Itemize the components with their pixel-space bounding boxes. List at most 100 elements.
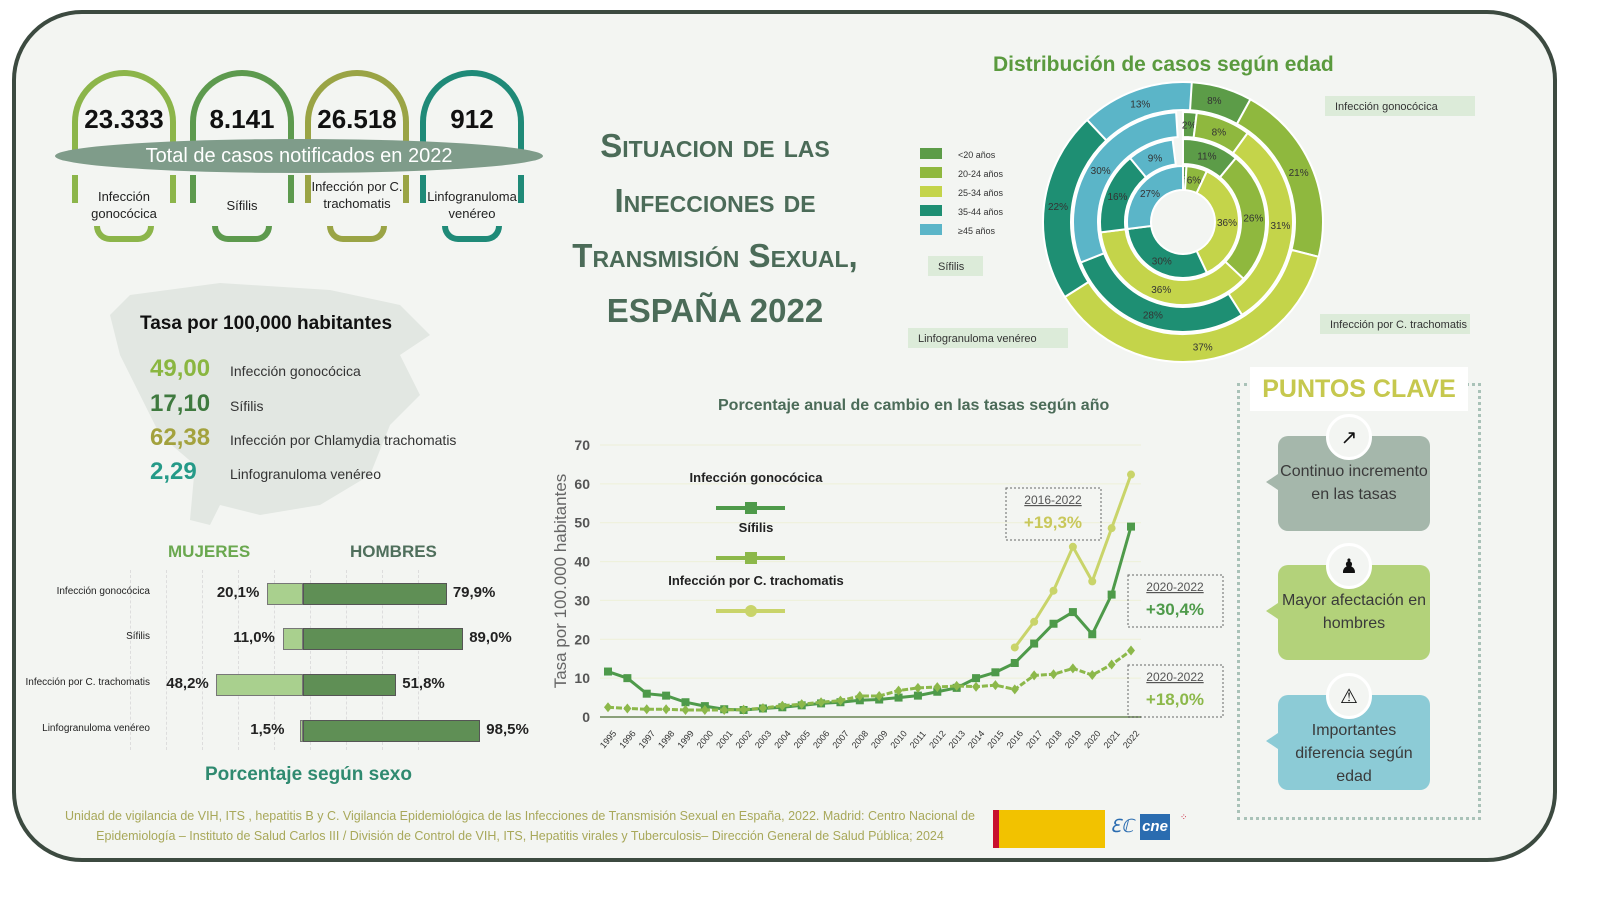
arc-top-decoration <box>305 70 409 160</box>
donut-slice-label: 30% <box>1091 166 1111 177</box>
data-point <box>662 704 671 715</box>
arc-top-decoration <box>190 70 294 160</box>
line-chart-title: Porcentaje anual de cambio en las tasas … <box>718 397 1110 414</box>
donut-slice <box>1128 138 1177 179</box>
annotation-change: +19,3% <box>1024 513 1082 532</box>
data-point <box>952 680 961 691</box>
male-bar <box>303 628 464 650</box>
case-total-label: Linfogranuloma venéreo <box>427 189 517 221</box>
data-point <box>681 698 690 707</box>
x-tick-label: 1998 <box>656 729 677 751</box>
data-point <box>1068 542 1077 551</box>
rate-row: 2,29 Linfogranuloma venéreo <box>150 458 381 486</box>
donut-slice-label: 26% <box>1243 214 1263 225</box>
data-point <box>1068 608 1077 617</box>
key-points-title: PUNTOS CLAVE <box>1250 367 1468 411</box>
x-tick-label: 2013 <box>947 729 968 751</box>
line-legend-marker <box>745 552 757 564</box>
data-point <box>991 668 1000 677</box>
donut-slice-label: 36% <box>1217 218 1237 229</box>
data-point <box>720 705 729 716</box>
y-tick-label: 0 <box>582 709 590 725</box>
spain-map-silhouette <box>110 283 430 525</box>
x-tick-label: 1999 <box>675 729 696 751</box>
rate-value: 2,29 <box>150 458 197 485</box>
gridline <box>238 570 239 750</box>
donut-slice <box>1072 111 1179 264</box>
gridline <box>202 570 203 750</box>
donut-slice-label: 22% <box>1048 202 1068 213</box>
ring-label-box <box>1325 96 1475 116</box>
data-point <box>604 702 612 713</box>
data-point <box>913 691 922 700</box>
data-point <box>991 680 1000 691</box>
donut-slice-label: 1% <box>1177 174 1192 185</box>
x-tick-label: 1995 <box>598 729 619 751</box>
arc-side-decoration <box>305 175 409 203</box>
male-pct-label: 79,9% <box>452 584 496 601</box>
annotation-period: 2020-2022 <box>1146 580 1204 594</box>
annotation-change: +30,4% <box>1146 600 1204 619</box>
data-point <box>855 691 864 702</box>
rate-row: 17,10 Sífilis <box>150 390 263 418</box>
female-bar <box>283 628 303 650</box>
gridline <box>418 570 419 750</box>
x-tick-label: 2020 <box>1082 729 1103 751</box>
person-icon: ♟ <box>1326 543 1372 589</box>
x-tick-label: 2007 <box>830 729 851 751</box>
male-bar <box>303 583 447 605</box>
data-point <box>623 703 632 714</box>
arc-side-decoration <box>420 175 524 203</box>
ministerio-logo <box>993 810 1105 848</box>
rate-label: Infección gonocócica <box>230 363 361 379</box>
male-bar <box>303 720 481 742</box>
rate-value: 49,00 <box>150 355 211 382</box>
donut-slice-label: 27% <box>1140 189 1160 200</box>
data-point <box>1127 470 1135 479</box>
female-pct-label: 1,5% <box>250 721 285 738</box>
sex-category-label: Sífilis <box>126 631 150 642</box>
annotation-period: 2020-2022 <box>1146 670 1204 684</box>
gridline <box>310 570 311 750</box>
donut-slice <box>1126 164 1184 231</box>
case-total-label: Sífilis <box>226 198 258 213</box>
data-point <box>1049 619 1058 628</box>
data-point <box>797 699 806 710</box>
data-point <box>894 693 903 702</box>
y-axis-label: Tasa por 100.000 habitantes <box>551 474 570 689</box>
donut-slice-label: 11% <box>1197 152 1216 163</box>
data-point <box>1030 670 1039 681</box>
rates-title: Tasa por 100,000 habitantes <box>140 313 393 334</box>
data-point <box>1030 617 1039 626</box>
change-annotation-box <box>1127 664 1224 718</box>
legend-label: 25-34 años <box>958 188 1004 198</box>
donut-slice <box>1085 81 1193 142</box>
data-point <box>1049 669 1058 680</box>
x-tick-label: 2015 <box>985 729 1006 751</box>
warning-icon: ⚠ <box>1326 673 1372 719</box>
rates-line-chart: 0 10 20 30 40 50 60 70 Tasa por 100.000 habitant… <box>551 437 1224 751</box>
legend-label: 20-24 años <box>958 169 1004 179</box>
data-point <box>642 689 651 698</box>
male-bar <box>303 674 397 696</box>
age-donut-chart: 8% 21% 37% 22% 13% 2% 8% 31% 28% 30% 11% 26% 36% 16% 9… <box>908 80 1475 363</box>
line-legend-label: Sífilis <box>739 520 774 535</box>
cne-logo: cne <box>1140 814 1170 840</box>
donut-slice-label: 8% <box>1212 127 1227 138</box>
donut-slice-label: 28% <box>1143 311 1163 322</box>
line-legend-label: Infección por C. trachomatis <box>668 573 844 588</box>
legend-label: 35-44 años <box>958 207 1004 217</box>
x-tick-label: 2004 <box>772 729 793 751</box>
data-point <box>1088 630 1097 639</box>
series-line <box>607 649 1132 712</box>
arc-top-decoration <box>420 70 524 160</box>
title-line: Transmisión Sexual, <box>572 237 858 274</box>
title-line: Situacion de las <box>600 127 830 164</box>
line-legend-marker <box>745 605 757 617</box>
callout-pointer <box>1266 733 1278 749</box>
y-tick-label: 10 <box>574 670 590 686</box>
donut-slice-label: 9% <box>1148 153 1163 164</box>
y-tick-label: 40 <box>574 554 590 570</box>
x-tick-label: 2010 <box>888 729 909 751</box>
ring-label: Sífilis <box>938 261 965 273</box>
